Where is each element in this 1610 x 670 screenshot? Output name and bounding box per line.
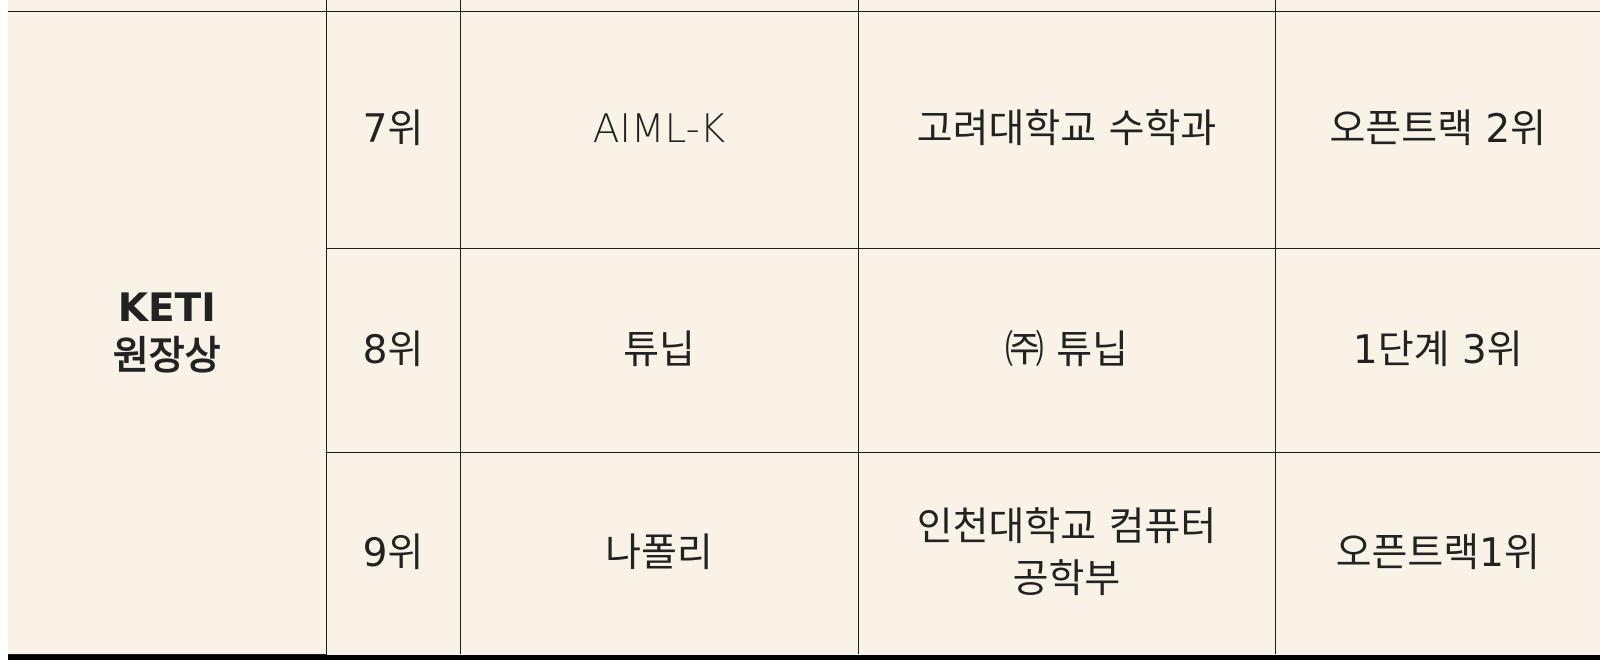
awards-table: KETI 원장상 7위 AIML-K 고려대학교 수학과 오픈트랙 2위 8위 … (8, 0, 1600, 655)
table-cell (459, 0, 859, 12)
table-row: 8위 튜닙 ㈜ 튜닙 1단계 3위 (8, 248, 1600, 453)
table-cell (1274, 0, 1600, 12)
note-cell: 오픈트랙1위 (1274, 452, 1600, 654)
table-row-continuation (8, 0, 1600, 12)
rank-cell: 8위 (326, 248, 461, 453)
table-row: KETI 원장상 7위 AIML-K 고려대학교 수학과 오픈트랙 2위 (8, 11, 1600, 655)
award-name-line1: KETI (117, 285, 216, 331)
organization-cell: 인천대학교 컴퓨터 공학부 (857, 452, 1276, 654)
award-name-cell: KETI 원장상 (8, 11, 327, 655)
table-cell (325, 0, 461, 12)
team-name-cell: AIML-K (459, 11, 859, 249)
rank-cell: 7위 (325, 11, 461, 249)
table-bottom-rule (8, 655, 1600, 660)
organization-line2: 공학부 (1012, 556, 1121, 602)
table-cell (8, 0, 327, 12)
organization-cell: 고려대학교 수학과 (857, 11, 1276, 249)
award-name-line2: 원장상 (112, 333, 221, 379)
team-name-cell: 튜닙 (459, 248, 859, 453)
note-cell: 오픈트랙 2위 (1274, 11, 1600, 249)
organization-cell: ㈜ 튜닙 (857, 248, 1276, 453)
table-cell (857, 0, 1276, 12)
table-row: 9위 나폴리 인천대학교 컴퓨터 공학부 오픈트랙1위 (8, 452, 1600, 654)
note-cell: 1단계 3위 (1274, 248, 1600, 453)
team-name-cell: 나폴리 (459, 452, 859, 654)
rank-cell: 9위 (326, 452, 461, 654)
organization-line1: 인천대학교 컴퓨터 (916, 504, 1217, 550)
